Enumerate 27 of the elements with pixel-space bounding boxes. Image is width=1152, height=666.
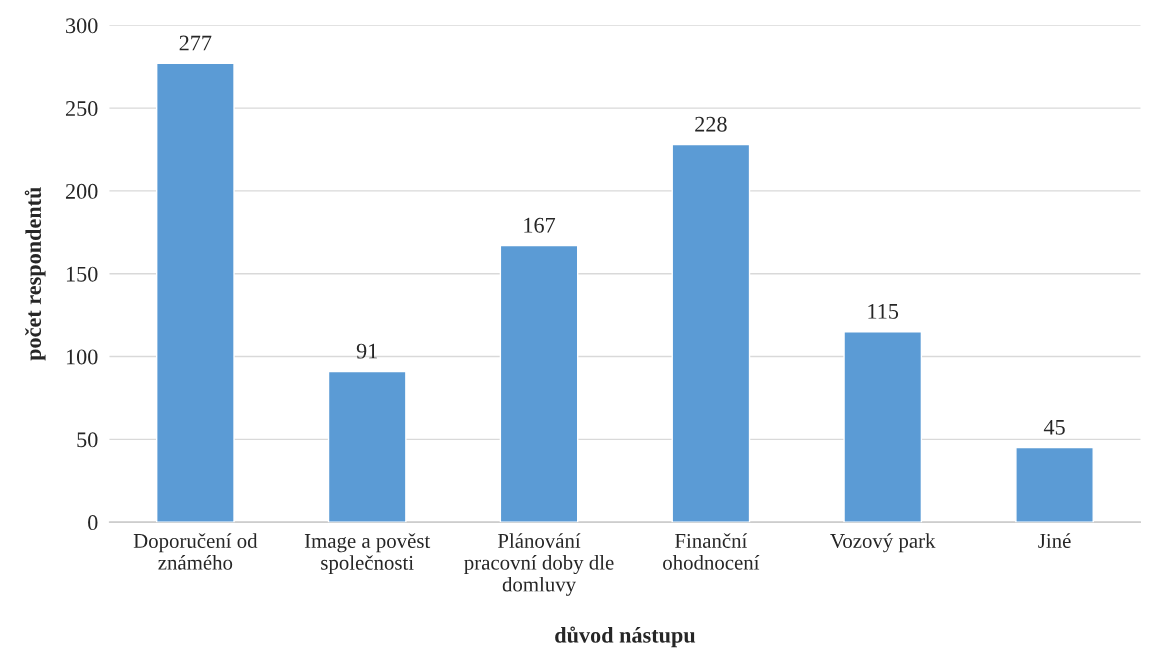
data-label: 228 bbox=[695, 116, 727, 132]
y-tick-label: 0 bbox=[88, 515, 98, 531]
data-label: 167 bbox=[524, 217, 556, 233]
bar bbox=[499, 244, 579, 523]
x-tick-label: Image a pověst společnosti bbox=[304, 533, 431, 575]
y-tick-label: 100 bbox=[66, 349, 98, 365]
x-tick-label: Finanční ohodnocení bbox=[663, 533, 760, 570]
x-axis-title: důvod nástupu bbox=[555, 626, 696, 648]
data-label: 45 bbox=[1043, 419, 1065, 435]
y-tick-label: 300 bbox=[66, 18, 98, 34]
bar bbox=[843, 330, 923, 523]
bar bbox=[327, 370, 407, 523]
y-tick-label: 150 bbox=[66, 266, 98, 282]
data-label: 115 bbox=[868, 303, 899, 319]
x-tick-label: Plánování pracovní doby dle domluvy bbox=[464, 533, 614, 596]
x-tick-label: Vozový park bbox=[830, 533, 936, 553]
bar bbox=[156, 62, 235, 523]
data-label: 91 bbox=[356, 343, 377, 359]
bar bbox=[671, 143, 751, 523]
data-label: 277 bbox=[179, 35, 212, 51]
y-tick-label: 250 bbox=[65, 101, 98, 117]
y-tick-label: 50 bbox=[77, 432, 98, 448]
y-tick-label: 200 bbox=[65, 183, 98, 199]
bar bbox=[1015, 446, 1094, 523]
x-tick-label: Doporučení od známého bbox=[133, 533, 258, 570]
x-tick-label: Jiné bbox=[1038, 533, 1071, 548]
y-axis-title: počet respondentů bbox=[24, 187, 46, 361]
